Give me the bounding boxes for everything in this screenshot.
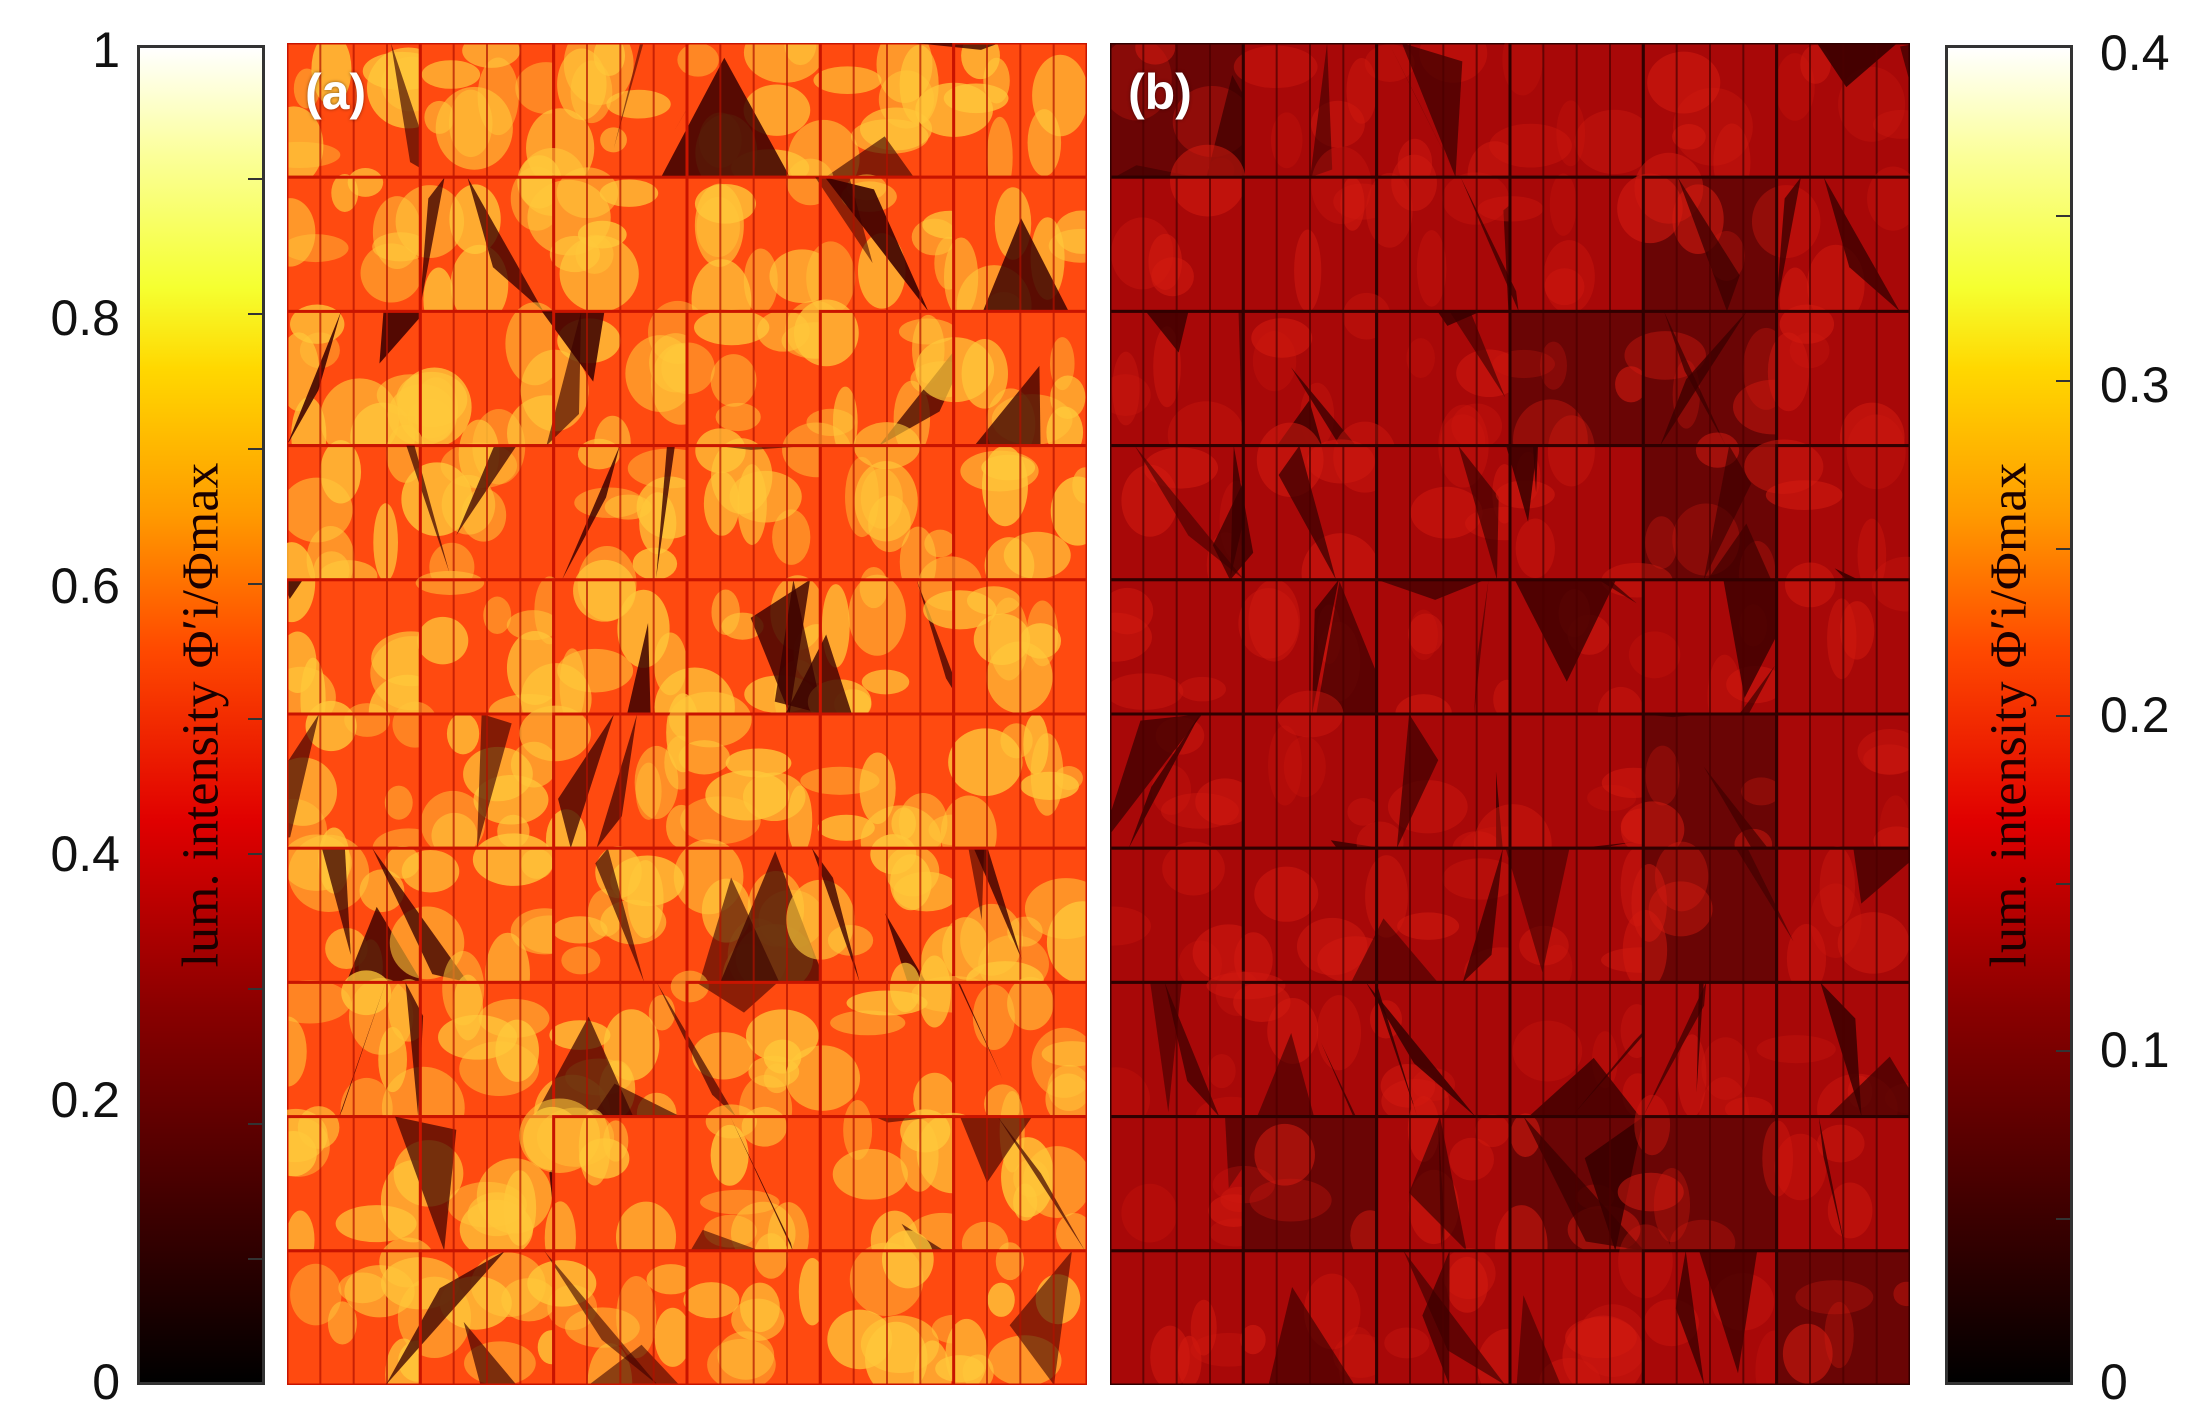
left-tick-1: 1: [92, 22, 120, 78]
solar-cell: [1767, 304, 1910, 473]
solar-cell: [527, 1249, 696, 1385]
solar-cell: [381, 951, 556, 1150]
solar-cell: [942, 846, 1087, 999]
solar-cell: [1110, 712, 1255, 850]
solar-cell: [287, 167, 429, 313]
solar-cell: [685, 422, 851, 582]
solar-cell: [287, 424, 426, 593]
solar-cell: [1241, 690, 1383, 850]
solar-cell: [552, 846, 689, 984]
panel-b-cell-grid: [1110, 43, 1910, 1385]
solar-cell: [1508, 1249, 1649, 1385]
solar-cell: [1375, 1095, 1512, 1253]
solar-cell: [520, 300, 712, 472]
solar-cell: [1375, 309, 1523, 471]
solar-cell: [380, 1249, 566, 1385]
solar-cell: [1375, 578, 1521, 733]
left-colorbar-title: lum. intensity Φ′i/Φmax: [172, 462, 230, 968]
solar-cell: [935, 1242, 1087, 1385]
solar-cell: [1110, 1115, 1279, 1253]
solar-cell: [1744, 414, 1910, 593]
solar-cell: [668, 691, 822, 855]
right-tick-0.2: 0.2: [2100, 687, 2170, 743]
left-tick-0.4: 0.4: [50, 826, 120, 882]
solar-cell: [1110, 144, 1246, 313]
solar-cell: [1508, 562, 1673, 738]
panel-b-label: (b): [1128, 64, 1192, 120]
solar-cell: [527, 167, 689, 313]
right-tick-0.4: 0.4: [2100, 25, 2170, 81]
left-colorbar: lum. intensity Φ′i/Φmax: [137, 45, 265, 1385]
solar-cell: [1762, 1115, 1910, 1253]
solar-cell: [1775, 1249, 1910, 1385]
solar-cell: [1495, 415, 1645, 582]
right-tick-0.1: 0.1: [2100, 1022, 2170, 1078]
solar-cell: [1364, 43, 1523, 209]
panel-a-cell-grid: [287, 43, 1087, 1385]
solar-cell: [943, 175, 1087, 347]
solar-cell: [787, 43, 956, 198]
solar-cell: [520, 545, 689, 735]
solar-cell: [1489, 43, 1655, 179]
solar-cell: [1756, 980, 1910, 1145]
left-tick-0.8: 0.8: [50, 290, 120, 346]
solar-cell: [1240, 1249, 1388, 1385]
solar-cell: [1110, 1249, 1268, 1385]
solar-cell: [1238, 578, 1394, 716]
right-tick-0.3: 0.3: [2100, 357, 2170, 413]
solar-cell: [1233, 43, 1379, 179]
solar-cell: [923, 578, 1087, 716]
solar-cell: [1641, 43, 1779, 201]
right-tick-0: 0: [2100, 1354, 2128, 1410]
solar-cell: [1212, 1115, 1390, 1262]
solar-cell: [818, 1230, 976, 1385]
solar-cell: [818, 422, 956, 598]
solar-cell: [952, 1090, 1087, 1267]
panel-a-electroluminescence-image: (a): [287, 43, 1087, 1385]
solar-cell: [1775, 43, 1910, 179]
left-tick-0.6: 0.6: [50, 558, 120, 614]
solar-cell: [1620, 712, 1782, 860]
solar-cell: [401, 408, 556, 592]
panel-b-electroluminescence-image: (b): [1110, 43, 1910, 1385]
left-tick-0.2: 0.2: [50, 1072, 120, 1128]
solar-cell: [1775, 556, 1910, 716]
solar-cell: [1473, 712, 1687, 884]
solar-cell: [661, 43, 825, 192]
solar-cell: [685, 1104, 822, 1271]
solar-cell: [1775, 712, 1910, 867]
solar-cell: [519, 1098, 689, 1275]
solar-cell: [1110, 578, 1245, 716]
solar-cell: [1617, 152, 1779, 313]
solar-cell: [1735, 846, 1910, 994]
solar-cell: [683, 1233, 826, 1385]
right-colorbar-title: lum. intensity Φ′i/Φmax: [1980, 462, 2038, 968]
right-colorbar: lum. intensity Φ′i/Φmax: [1945, 45, 2073, 1385]
left-tick-0: 0: [92, 1354, 120, 1410]
solar-cell: [1495, 1113, 1645, 1286]
solar-cell: [1233, 846, 1394, 987]
solar-cell: [372, 833, 580, 1017]
solar-cell: [806, 174, 979, 315]
panel-a-label: (a): [305, 64, 367, 120]
solar-cell: [1365, 980, 1512, 1124]
solar-cell: [1460, 173, 1645, 314]
solar-cell: [1206, 971, 1379, 1119]
solar-cell: [1751, 166, 1910, 333]
solar-cell: [952, 444, 1087, 595]
